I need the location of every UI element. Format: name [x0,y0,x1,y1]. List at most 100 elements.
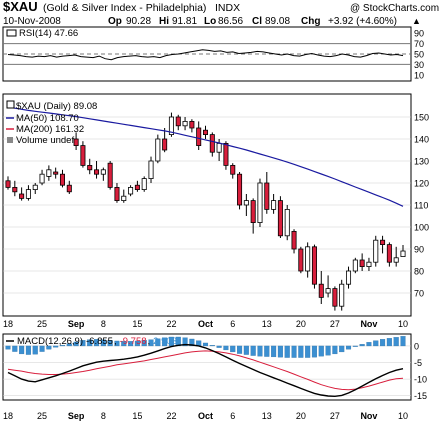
macd-histogram-bar [277,345,283,358]
candle-body [168,116,174,136]
price-tick-label: 130 [414,157,429,167]
macd-histogram-bar [366,342,372,347]
macd-histogram-bar [107,340,113,347]
candle-body [80,145,86,166]
macd-histogram-bar [257,345,263,357]
x-tick-label: Nov [360,411,377,421]
macd-histogram-bar [80,340,86,347]
volume-legend: Volume undef [16,135,74,146]
x-tick-label: Nov [360,319,377,329]
x-tick-label: 15 [132,319,142,329]
price-layer [5,106,406,311]
macd-histogram-bar [284,345,290,358]
header-cl-label: Cl [252,16,262,27]
macd-histogram-bar [216,345,222,348]
header-lo-value: 86.56 [218,16,243,27]
header-cl-value: 89.08 [265,16,290,27]
candle-body [73,138,79,146]
macd-histogram-bar [386,338,392,347]
macd-histogram-bar [19,345,25,355]
candle-body [366,261,372,268]
macd-histogram-bar [291,345,297,358]
candle-body [250,200,256,224]
x-tick-label: 13 [262,319,272,329]
macd-legend-value: -6.855 [86,336,113,347]
macd-histogram-bar [373,340,379,347]
candle-body [393,257,399,263]
x-tick-label: 6 [230,319,235,329]
price-tick-label: 150 [414,113,429,123]
x-tick-label: 22 [166,411,176,421]
x-tick-label: Oct [198,411,213,421]
candle-body [114,186,120,201]
candle-body [332,288,338,307]
x-tick-label: Oct [198,319,213,329]
x-tick-label: 6 [230,411,235,421]
price-legend: $XAU (Daily) 89.08 [16,101,97,112]
rsi-layer [7,49,404,61]
candle-body [128,186,134,195]
header-hi-label: Hi [159,16,169,27]
candle-body [25,189,31,199]
rsi-line [7,49,404,61]
price-tick-label: 120 [414,179,429,189]
candle-body [318,283,324,298]
candle-body [202,129,209,135]
header-lo-label: Lo [204,16,216,27]
x-tick-label: 25 [37,411,47,421]
candle-body [5,180,11,188]
candle-body [291,230,297,250]
x-tick-label: 8 [101,319,106,329]
candle-body [380,239,386,245]
candle-body [230,164,236,175]
macd-tick-label: 0 [414,341,419,351]
candle-body [66,184,72,193]
x-tick-label: 8 [101,411,106,421]
macd-histogram-bar [73,341,79,347]
macd-histogram-bar [209,345,215,347]
macd-signal-line [7,350,404,391]
macd-histogram-bar [121,341,127,347]
price-tick-label: 110 [414,201,428,211]
macd-legend: MACD(12,26,9) -6.855, -9.758, 2.903 [17,336,177,347]
rsi-tick-label: 50 [414,50,424,60]
x-tick-label: 18 [3,319,13,329]
candle-body [243,200,249,206]
x-tick-label: 13 [262,411,272,421]
macd-histogram-bar [94,339,100,347]
candle-body [237,173,243,206]
candle-body [284,208,290,237]
candle-body [53,171,59,175]
candle-body [19,193,25,199]
candle-body [148,160,154,180]
candle-body [216,142,222,153]
x-tick-label: 20 [296,411,306,421]
header-chg-value: +3.92 (+4.60%) [328,16,397,27]
macd-histogram-bar [400,336,406,347]
candle-body [325,288,331,294]
macd-legend-signal: -9.758 [120,336,147,347]
price-legend-swatch [6,100,15,109]
x-tick-label: Sep [68,411,85,421]
candle-body [264,182,270,210]
macd-histogram-bar [359,344,365,347]
header-exchange: INDX [215,2,240,14]
macd-tick-label: -5 [414,358,422,368]
header-chg-label: Chg [301,16,320,27]
macd-histogram-bar [271,345,277,358]
x-tick-label: 10 [398,319,408,329]
macd-histogram-bar [318,345,324,357]
candle-body [352,259,358,272]
candle-body [141,178,147,191]
price-tick-label: 140 [414,135,429,145]
x-tick-label: 27 [330,411,340,421]
price-tick-label: 90 [414,245,424,255]
macd-histogram-bar [380,339,386,347]
macd-histogram-bar [32,345,38,355]
rsi-tick-label: 90 [414,29,424,39]
ma200-legend: MA(200) 161.32 [16,124,84,135]
macd-layer [5,336,406,398]
header-name: (Gold & Silver Index - Philadelphia) [43,2,206,14]
header-op-value: 90.28 [126,16,151,27]
